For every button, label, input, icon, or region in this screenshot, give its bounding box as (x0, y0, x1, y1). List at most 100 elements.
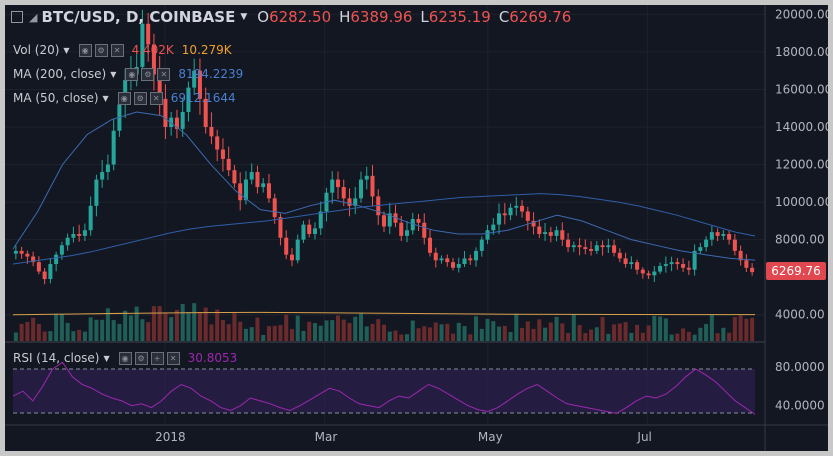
volume-bar (750, 317, 755, 341)
chevron-down-icon[interactable]: ▼ (110, 69, 117, 79)
ma50-legend[interactable]: MA (50, close) ▼ ◉ ⚙ ✕ 6912.1644 (13, 91, 236, 105)
chevron-down-icon[interactable]: ▼ (102, 93, 109, 103)
gear-icon[interactable]: ⚙ (141, 67, 155, 81)
rsi-axis-label: 80.0000 (775, 360, 825, 374)
volume-bar (370, 323, 375, 341)
volume-bar (669, 334, 674, 341)
chevron-down-icon[interactable]: ▼ (103, 353, 110, 363)
candle (652, 271, 657, 276)
candle (100, 172, 105, 180)
close-icon[interactable]: ✕ (149, 91, 163, 105)
candle (209, 127, 214, 137)
candle (295, 239, 300, 261)
candle (203, 98, 208, 128)
rsi-axis-label: 40.0000 (775, 399, 825, 413)
gear-icon[interactable]: ⚙ (133, 91, 147, 105)
candle (174, 117, 179, 129)
volume-bar (410, 320, 415, 341)
volume-bar (82, 331, 87, 341)
volume-bar (635, 324, 640, 341)
volume-legend[interactable]: Vol (20) ▼ ◉ ⚙ ✕ 4.402K 10.279K (13, 43, 232, 57)
price-axis-label: 10000.00 (775, 195, 828, 209)
volume-bar (456, 322, 461, 341)
ma200-label: MA (200, close) (13, 67, 107, 81)
candle (566, 239, 571, 248)
candle (623, 258, 628, 265)
volume-bar (77, 329, 82, 341)
volume-bar (612, 324, 617, 341)
chart-canvas[interactable]: 20000.00 18000.00 16000.00 14000.00 12000.00… (5, 5, 828, 451)
volume-bar (629, 332, 634, 341)
volume-bar (353, 316, 358, 341)
chevron-down-icon[interactable]: ▼ (63, 45, 70, 55)
candle (704, 239, 709, 248)
candle (686, 267, 691, 270)
close-icon[interactable]: ✕ (110, 43, 124, 57)
volume-bar (335, 315, 340, 341)
candle (48, 264, 53, 280)
volume-bar (525, 321, 530, 341)
candle (105, 164, 110, 173)
volume-bar (583, 333, 588, 341)
volume-bar (157, 306, 162, 341)
pane-separator[interactable] (5, 341, 765, 343)
candle (709, 232, 714, 240)
ma200-legend[interactable]: MA (200, close) ▼ ◉ ⚙ ✕ 8194.2239 (13, 67, 243, 81)
candle (520, 205, 525, 212)
eye-icon[interactable]: ◉ (118, 351, 132, 365)
candle (497, 213, 502, 225)
eye-icon[interactable]: ◉ (78, 43, 92, 57)
volume-bar (623, 322, 628, 341)
volume-bar (387, 331, 392, 341)
candle (445, 258, 450, 263)
volume-bar (100, 319, 105, 341)
eye-icon[interactable]: ◉ (117, 91, 131, 105)
add-icon[interactable]: + (150, 351, 164, 365)
rsi-legend[interactable]: RSI (14, close) ▼ ◉ ⚙ + ✕ 30.8053 (13, 351, 237, 365)
volume-bar (266, 326, 271, 341)
price-axis-label: 4000.00 (775, 308, 825, 322)
candle (25, 253, 30, 257)
ma200-line (12, 193, 756, 265)
volume-bar (474, 316, 479, 341)
candle (462, 258, 467, 265)
eye-icon[interactable]: ◉ (125, 67, 139, 81)
volume-bar (284, 314, 289, 341)
price-axis-label: 20000.00 (775, 7, 828, 21)
gear-icon[interactable]: ⚙ (94, 43, 108, 57)
candle (433, 252, 438, 261)
volume-bar (566, 333, 571, 341)
volume-bar (347, 323, 352, 341)
volume-bar (451, 333, 456, 341)
volume-bar (508, 332, 513, 341)
candle (560, 230, 565, 240)
symbol-title[interactable]: BTC/USD, D, COINBASE (41, 8, 236, 26)
volume-bar (192, 303, 197, 341)
volume-bar (709, 314, 714, 341)
price-axis-label: 12000.00 (775, 158, 828, 172)
volume-bar (497, 326, 502, 341)
volume-bar (520, 327, 525, 341)
ma50-label: MA (50, close) (13, 91, 99, 105)
candle (13, 250, 18, 254)
collapse-icon[interactable] (11, 11, 23, 23)
chevron-down-icon[interactable]: ▼ (240, 12, 248, 22)
close-icon[interactable]: ✕ (166, 351, 180, 365)
compare-icon[interactable]: ◢ (29, 10, 38, 24)
gear-icon[interactable]: ⚙ (134, 351, 148, 365)
time-axis-label: Mar (315, 430, 338, 444)
volume-bar (169, 317, 174, 341)
candle (612, 245, 617, 253)
volume-bar (594, 327, 599, 341)
close-icon[interactable]: ✕ (157, 67, 171, 81)
volume-bar (197, 312, 202, 341)
volume-bar (404, 334, 410, 341)
volume-bar (675, 333, 680, 341)
volume-bar (140, 319, 145, 341)
volume-bar (146, 322, 151, 341)
chart-window: 20000.00 18000.00 16000.00 14000.00 12000.00… (5, 5, 828, 451)
price-axis-label: 16000.00 (775, 82, 828, 96)
volume-bar (220, 319, 225, 341)
candle (600, 245, 605, 248)
volume-bar (502, 325, 507, 341)
